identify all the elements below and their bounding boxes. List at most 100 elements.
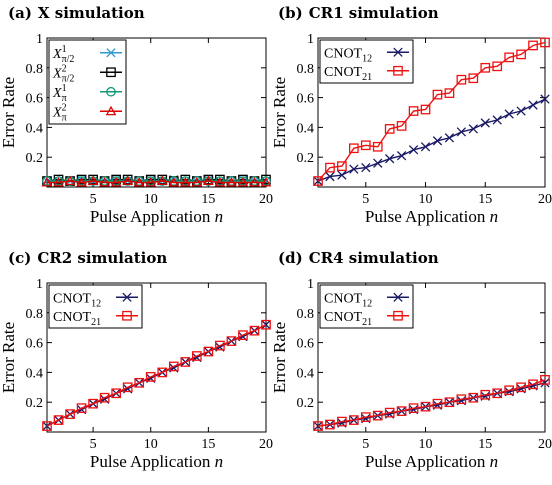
data-point-series-2 [516,49,526,60]
data-point-series-2 [528,40,538,51]
data-point-series-2 [384,124,395,134]
legend-subscript: π [62,112,67,123]
data-point-series-4 [87,175,99,186]
x-tick-label: 15 [201,192,215,207]
data-point-series-3 [53,176,64,186]
series-line-2 [46,324,267,427]
data-point-series-2 [420,104,431,115]
data-point-series-2 [111,388,122,399]
data-point-series-1 [396,151,407,161]
data-point-series-2 [134,377,145,388]
legend-name: X [52,66,62,81]
data-point-series-4 [168,176,180,187]
legend-entry-label: X1 π/2 [52,44,74,65]
y-tick-label: 0.8 [26,307,44,322]
data-point-series-2 [480,62,491,73]
data-point-series-2 [53,415,64,425]
data-point-series-1 [408,145,419,155]
panel-label: (c) [8,249,31,267]
legend-name: CNOT [324,65,363,80]
data-point-series-4 [145,176,157,187]
data-point-series-1 [385,154,395,164]
data-point-series-3 [134,176,145,186]
legend-marker-2 [393,310,403,321]
x-axis-label-var: n [215,207,224,226]
legend-subscript: π/2 [62,54,75,65]
y-tick-label: 0.4 [297,366,315,381]
data-point-series-2 [420,401,431,412]
data-point-series-2 [76,403,87,414]
data-point-series-1 [373,158,383,168]
x-axis-label: Pulse Application n [90,452,223,471]
data-point-series-3 [191,176,202,186]
legend-superscript: 1 [62,44,67,55]
panel-title-text: X simulation [38,4,145,22]
x-axis-label: Pulse Application n [90,207,223,226]
legend-box [48,284,143,329]
y-tick-label: 0.6 [26,337,44,352]
y-tick-label: 0.6 [26,92,44,107]
data-point-series-4 [249,176,260,187]
x-axis-label-var: n [215,452,224,471]
series-line-2 [317,41,546,182]
data-point-series-2 [504,385,515,396]
x-tick-label: 15 [478,192,492,207]
x-tick-label: 10 [144,437,158,452]
data-point-series-2 [180,357,191,367]
legend-marker-2 [106,67,116,78]
data-point-series-4 [41,176,53,187]
data-point-series-1 [313,421,323,431]
data-point-series-1 [456,127,467,137]
data-point-series-3 [226,176,237,186]
data-point-series-2 [261,319,271,330]
data-point-series-1 [361,162,371,173]
x-tick-label: 5 [362,437,369,452]
data-point-series-2 [325,162,335,173]
x-axis-label-var: n [490,452,499,471]
legend-entry-label: CNOT21 [53,310,101,328]
data-point-series-1 [432,136,443,146]
plot-frame [317,282,546,433]
data-point-series-2 [360,412,371,422]
legend-name: CNOT [324,310,363,325]
data-point-series-2 [480,389,491,400]
y-tick-label: 0.8 [297,62,315,77]
legend-subscript: 12 [91,298,101,309]
x-axis-label-text: Pulse Application [365,207,490,226]
data-point-series-2 [348,143,359,154]
data-point-series-4 [180,176,191,187]
legend-entry-label: CNOT12 [53,291,101,309]
data-point-series-2 [157,367,168,378]
x-tick-label: 20 [259,437,273,452]
data-point-series-2 [42,421,52,431]
legend-name: X [52,86,62,101]
data-point-series-1 [540,378,550,388]
y-tick-label: 1 [307,32,314,47]
y-tick-label: 0.2 [297,151,315,166]
y-tick-label: 1 [36,277,43,292]
y-axis-label: Error Rate [270,322,289,393]
data-point-series-2 [408,403,419,414]
x-axis-label: Pulse Application n [365,207,498,226]
data-point-series-4 [122,175,133,186]
data-point-series-1 [504,109,514,119]
data-point-series-2 [396,406,407,416]
x-tick-label: 5 [90,437,97,452]
y-tick-label: 0.2 [26,396,44,411]
x-axis-label-text: Pulse Application [365,452,490,471]
y-tick-label: 1 [307,277,314,292]
legend-subscript: 12 [362,53,372,64]
legend-marker-3 [106,86,116,97]
legend-name: CNOT [324,291,363,306]
legend-subscript: π [62,93,67,104]
series-line-2 [317,379,546,427]
data-point-series-4 [226,176,237,187]
x-tick-label: 20 [538,192,552,207]
data-point-series-3 [180,176,191,186]
data-point-series-4 [156,175,168,186]
data-point-series-2 [540,37,550,48]
data-point-series-4 [53,176,64,187]
data-point-series-2 [249,325,260,336]
